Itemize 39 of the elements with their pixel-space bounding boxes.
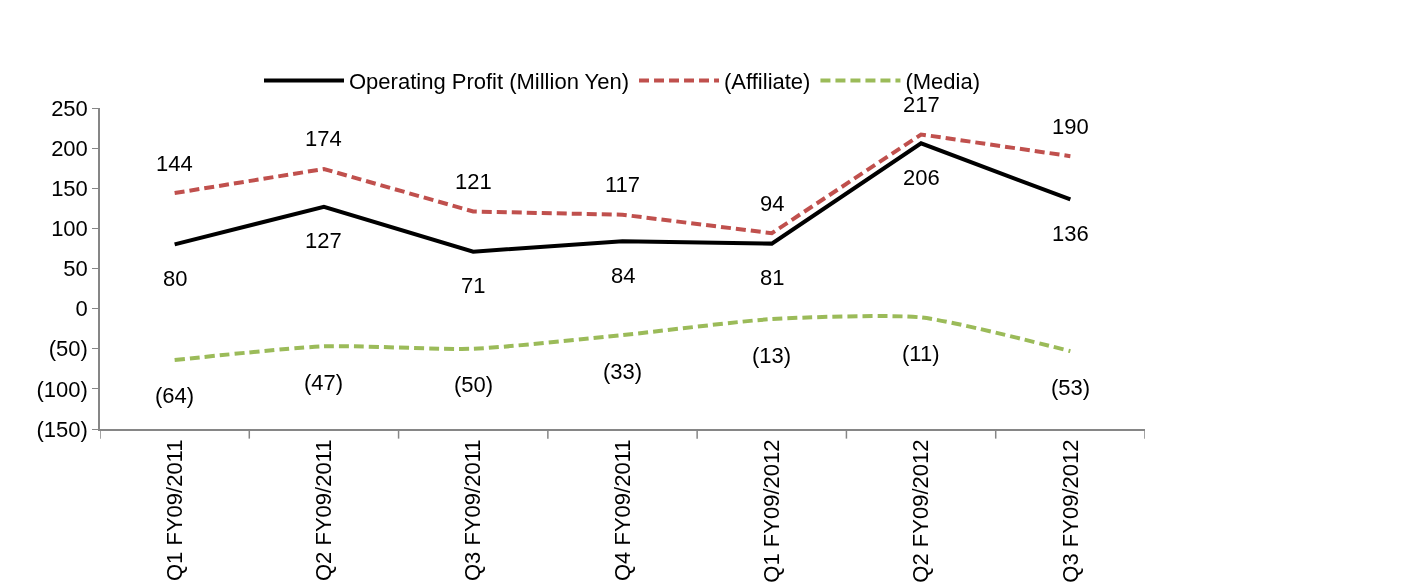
y-tick-label: 200 <box>51 135 88 161</box>
data-label: 144 <box>156 151 193 176</box>
data-label: 94 <box>760 191 785 216</box>
data-label: (33) <box>603 359 643 384</box>
x-tick-label: Q1 FY09/2011 <box>161 439 187 582</box>
x-tick-label: Q1 FY09/2012 <box>758 439 784 583</box>
data-label: 206 <box>903 165 940 190</box>
data-label: 127 <box>305 228 342 253</box>
data-label: 136 <box>1052 221 1089 246</box>
data-label: (64) <box>155 383 195 408</box>
y-tick-label: (150) <box>36 416 88 442</box>
y-tick-label: 100 <box>51 216 88 242</box>
data-label: 117 <box>605 172 641 197</box>
x-tick-label: Q3 FY09/2011 <box>460 439 486 582</box>
data-label: 121 <box>455 169 492 194</box>
data-label: (50) <box>454 372 494 397</box>
y-tick-label: (100) <box>36 376 88 402</box>
data-label: (53) <box>1051 375 1091 400</box>
data-label: (13) <box>752 343 792 368</box>
legend-label: Operating Profit (Million Yen) <box>349 68 630 94</box>
x-tick-label: Q2 FY09/2011 <box>311 439 337 582</box>
y-tick-label: 250 <box>51 95 88 121</box>
y-tick-label: (50) <box>48 336 88 362</box>
data-label: 81 <box>760 265 785 290</box>
y-tick-label: 0 <box>75 296 88 322</box>
legend-label: (Media) <box>905 68 981 94</box>
data-label: (11) <box>902 341 940 366</box>
y-tick-label: 150 <box>51 175 88 201</box>
data-label: 174 <box>305 126 342 151</box>
x-tick-label: Q3 FY09/2012 <box>1057 439 1083 583</box>
data-label: (47) <box>304 370 344 395</box>
x-tick-label: Q4 FY09/2011 <box>609 439 635 582</box>
data-label: 190 <box>1052 114 1089 139</box>
data-label: 80 <box>163 266 188 291</box>
data-label: 84 <box>611 263 636 288</box>
y-tick-label: 50 <box>63 256 88 282</box>
legend-label: (Affiliate) <box>724 68 811 94</box>
data-label: 71 <box>461 273 486 298</box>
x-tick-label: Q2 FY09/2012 <box>908 439 934 583</box>
